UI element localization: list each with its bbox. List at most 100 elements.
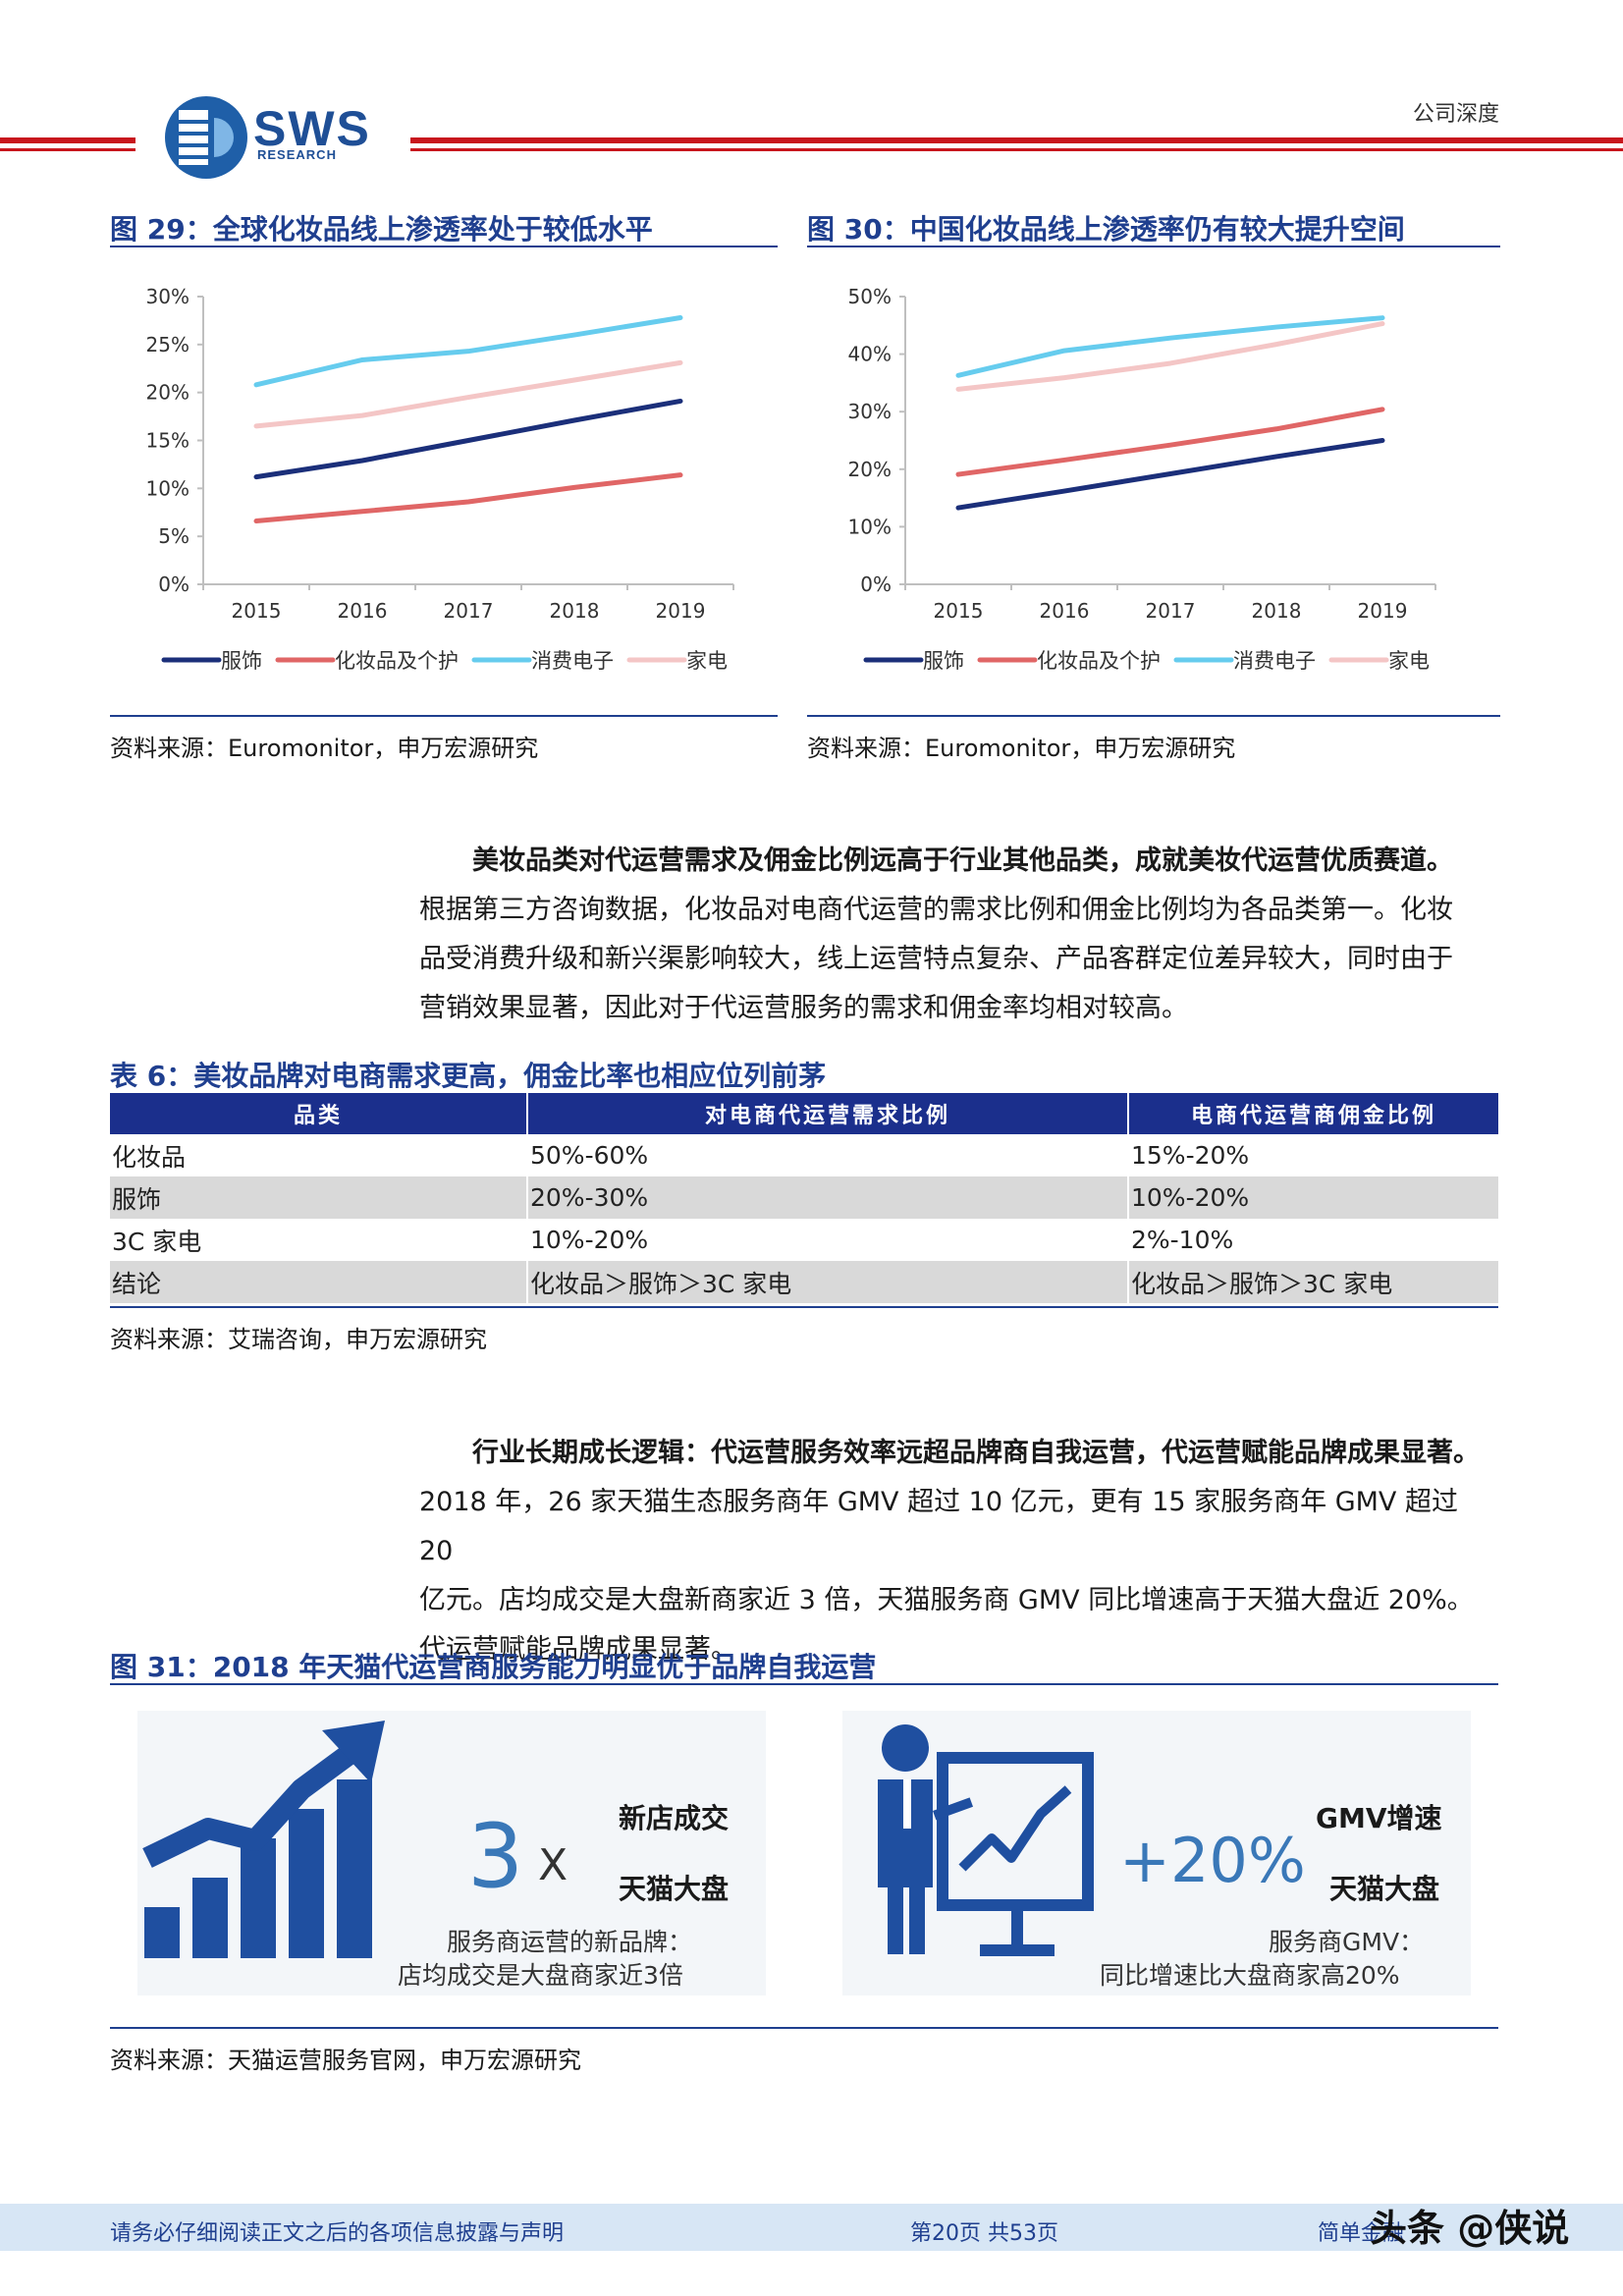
legend-label: 服饰	[221, 649, 262, 673]
y-tick-label: 20%	[848, 458, 892, 481]
x-tick-label: 2016	[1040, 599, 1090, 623]
table-cell: 10%-20%	[526, 1219, 1128, 1261]
table-cell: 化妆品＞服饰＞3C 家电	[526, 1261, 1128, 1303]
table-6-source: 资料来源：艾瑞咨询，申万宏源研究	[110, 1326, 487, 1353]
table-6-title: 表 6：美妆品牌对电商需求更高，佣金比率也相应位列前茅	[110, 1060, 827, 1092]
table-cell: 结论	[110, 1261, 527, 1303]
paragraph-line: 2018 年，26 家天猫生态服务商年 GMV 超过 10 亿元，更有 15 家…	[419, 1487, 1458, 1566]
gmv-growth-label: GMV增速	[1316, 1802, 1442, 1834]
header-red-rule-thin	[0, 148, 135, 151]
table-cell: 服饰	[110, 1176, 527, 1219]
y-tick-label: 20%	[146, 381, 189, 405]
x-tick-label: 2019	[656, 599, 706, 623]
header-red-rule	[410, 137, 1623, 143]
y-tick-label: 50%	[848, 285, 892, 308]
table-cell: 15%-20%	[1127, 1134, 1498, 1176]
series-line-化妆品及个护	[253, 472, 683, 524]
legend-label: 家电	[1388, 649, 1430, 673]
table-header-demand: 对电商代运营需求比例	[526, 1093, 1128, 1134]
footer-bar	[0, 2204, 1623, 2251]
legend-label: 化妆品及个护	[335, 649, 459, 673]
figure-30-bottom-rule	[807, 715, 1500, 717]
x-tick-label: 2019	[1358, 599, 1408, 623]
x-tick-label: 2016	[338, 599, 388, 623]
x-tick-label: 2018	[1252, 599, 1302, 623]
y-tick-label: 0%	[158, 573, 189, 596]
series-line-消费电子	[253, 314, 683, 388]
figure-30-top-rule	[807, 246, 1500, 247]
caption-line: 店均成交是大盘商家近3倍	[398, 1961, 683, 1990]
table-cell: 2%-10%	[1127, 1219, 1498, 1261]
footer-right-text: 简单金融	[1318, 2221, 1405, 2246]
series-line-家电	[253, 359, 683, 429]
legend-label: 消费电子	[531, 649, 614, 673]
x-tick-label: 2015	[934, 599, 984, 623]
y-tick-label: 30%	[848, 400, 892, 423]
figure-31-source: 资料来源：天猫运营服务官网，申万宏源研究	[110, 2047, 581, 2074]
header-red-rule	[0, 137, 135, 143]
paragraph-line: 亿元。店均成交是大盘新商家近 3 倍，天猫服务商 GMV 同比增速高于天猫大盘近…	[419, 1585, 1474, 1615]
legend-label: 化妆品及个护	[1037, 649, 1161, 673]
table-6-bottom-rule	[110, 1306, 1498, 1308]
x-tick-label: 2018	[550, 599, 600, 623]
figure-29-title: 图 29：全球化妆品线上渗透率处于较低水平	[110, 213, 653, 246]
table-cell: 3C 家电	[112, 1227, 202, 1256]
series-line-服饰	[253, 398, 683, 480]
table-cell: 10%-20%	[1127, 1176, 1498, 1219]
table-row: 3C 家电 10%-20% 2%-10%	[110, 1219, 1498, 1261]
tmall-market-label: 天猫大盘	[619, 1873, 730, 1905]
series-line-消费电子	[955, 315, 1385, 378]
y-tick-label: 10%	[146, 476, 189, 500]
page-number: 第20页 共53页	[910, 2221, 1058, 2246]
table-header-commission: 电商代运营商佣金比例	[1127, 1093, 1498, 1134]
y-tick-label: 30%	[146, 285, 189, 308]
y-tick-label: 40%	[848, 343, 892, 366]
x-tick-label: 2015	[232, 599, 282, 623]
presenter-chart-icon	[878, 1724, 1094, 1956]
series-line-家电	[955, 321, 1385, 392]
table-cell: 50%-60%	[526, 1134, 1128, 1176]
series-line-化妆品及个护	[955, 407, 1385, 477]
table-cell: 化妆品	[112, 1142, 187, 1172]
legend-label: 家电	[686, 649, 728, 673]
figure-29-bottom-rule	[110, 715, 778, 717]
table-6: 品类 对电商代运营需求比例 电商代运营商佣金比例 化妆品 50%-60% 15%…	[110, 1093, 1498, 1303]
table-row: 服饰 20%-30% 10%-20%	[110, 1176, 1498, 1219]
figure-31-top-rule	[110, 1683, 1498, 1685]
figure-30-chart: 0% 10% 20% 30% 40% 50% 2015 2016 2017 2018 2019 服饰 化…	[848, 285, 1436, 673]
legend-label: 服饰	[923, 649, 964, 673]
y-tick-label: 15%	[146, 429, 189, 453]
figure-30-title: 图 30：中国化妆品线上渗透率仍有较大提升空间	[807, 213, 1405, 246]
table-header-row: 品类 对电商代运营需求比例 电商代运营商佣金比例	[110, 1093, 1498, 1134]
x-tick-label: 2017	[1146, 599, 1196, 623]
gmv-growth-number: +20%	[1119, 1825, 1306, 1896]
paragraph-line: 代运营赋能品牌成果显著。	[419, 1634, 737, 1665]
figure-29-source: 资料来源：Euromonitor，申万宏源研究	[110, 735, 539, 762]
figure-30-source: 资料来源：Euromonitor，申万宏源研究	[807, 735, 1236, 762]
paragraph-line: 根据第三方咨询数据，化妆品对电商代运营的需求比例和佣金比例均为各品类第一。化妆	[419, 895, 1453, 925]
figure-31-bottom-rule	[110, 2027, 1498, 2029]
table-row: 化妆品 50%-60% 15%-20%	[110, 1134, 1498, 1176]
multiplier-number: 3	[467, 1805, 524, 1908]
y-tick-label: 10%	[848, 515, 892, 538]
caption-line: 同比增速比大盘商家高20%	[1100, 1961, 1400, 1990]
header-red-rule-thin	[410, 148, 1623, 151]
logo-subtext: RESEARCH	[257, 147, 337, 162]
report-type-tag: 公司深度	[1412, 102, 1499, 127]
legend-label: 消费电子	[1233, 649, 1316, 673]
caption-line: 服务商GMV：	[1269, 1928, 1425, 1956]
paragraph-line: 营销效果显著，因此对于代运营服务的需求和佣金率均相对较高。	[419, 993, 1188, 1023]
paragraph-lead: 美妆品类对代运营需求及佣金比例远高于行业其他品类，成就美妆代运营优质赛道。	[472, 846, 1453, 876]
table-cell: 20%-30%	[526, 1176, 1128, 1219]
x-tick-label: 2017	[444, 599, 494, 623]
figure-31-title: 图 31：2018 年天猫代运营商服务能力明显优于品牌自我运营	[110, 1651, 877, 1683]
caption-line: 服务商运营的新品牌：	[447, 1928, 693, 1956]
bar-growth-icon	[142, 1721, 385, 1958]
table-header-category: 品类	[110, 1093, 527, 1134]
logo-text: SWS	[253, 101, 371, 156]
tmall-market-label: 天猫大盘	[1329, 1873, 1440, 1905]
y-tick-label: 5%	[158, 524, 189, 548]
paragraph-cosmetics-demand: 美妆品类对代运营需求及佣金比例远高于行业其他品类，成就美妆代运营优质赛道。 根据…	[419, 837, 1499, 1033]
paragraph-lead: 行业长期成长逻辑：代运营服务效率远超品牌商自我运营，代运营赋能品牌成果显著。	[472, 1438, 1480, 1468]
paragraph-growth-logic: 行业长期成长逻辑：代运营服务效率远超品牌商自我运营，代运营赋能品牌成果显著。 2…	[419, 1429, 1499, 1674]
